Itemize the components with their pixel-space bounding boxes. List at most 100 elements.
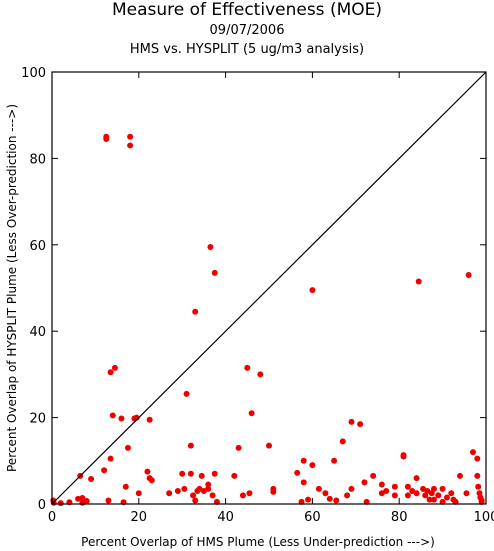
data-point — [213, 498, 220, 505]
data-point — [248, 410, 255, 417]
data-point — [148, 477, 155, 484]
data-point — [322, 490, 329, 497]
data-point — [192, 308, 199, 315]
x-tick-label: 100 — [474, 510, 494, 525]
data-point — [475, 483, 482, 490]
data-point — [79, 494, 86, 501]
x-tick-label: 80 — [391, 510, 408, 525]
data-point — [101, 467, 108, 474]
data-point — [205, 485, 212, 492]
data-point — [209, 492, 216, 499]
data-point — [361, 479, 368, 486]
data-point — [348, 418, 355, 425]
y-tick-label: 100 — [21, 66, 46, 81]
data-point — [305, 496, 312, 503]
data-point — [109, 412, 116, 419]
data-point — [257, 371, 264, 378]
plot-frame — [51, 71, 487, 505]
data-point — [205, 481, 212, 488]
data-point — [166, 490, 173, 497]
x-tick-label: 40 — [217, 510, 234, 525]
data-point — [469, 449, 476, 456]
data-point — [183, 390, 190, 397]
y-tick-label: 20 — [29, 412, 46, 427]
data-point — [404, 483, 411, 490]
data-point — [266, 442, 272, 449]
data-point — [448, 490, 455, 497]
data-point — [463, 490, 470, 497]
data-point — [339, 438, 346, 445]
data-point — [415, 278, 422, 285]
data-point — [309, 287, 316, 294]
data-point — [300, 479, 307, 486]
diagonal-line — [51, 71, 487, 505]
x-tick-label: 0 — [48, 510, 56, 525]
data-point — [443, 494, 450, 501]
data-point — [83, 497, 90, 504]
y-tick-label: 40 — [29, 325, 46, 340]
data-point — [57, 500, 64, 507]
data-point — [181, 485, 188, 492]
data-point — [187, 442, 194, 449]
tick-layer: 0 20 40 60 80 100 0 20 40 60 80 100 — [21, 66, 494, 525]
data-point — [135, 490, 142, 497]
data-point — [439, 485, 446, 492]
chart-subtitle: HMS vs. HYSPLIT (5 ug/m3 analysis) — [129, 42, 365, 57]
data-point — [192, 497, 199, 504]
data-point — [413, 490, 420, 497]
chart-title: Measure of Effectiveness (MOE) — [111, 0, 383, 20]
data-point — [478, 497, 485, 504]
data-point — [190, 492, 197, 499]
data-point — [363, 498, 370, 505]
data-point — [127, 142, 134, 149]
data-point — [179, 470, 186, 477]
data-point — [211, 269, 218, 276]
y-tick-label: 80 — [29, 152, 46, 167]
data-point — [370, 472, 377, 479]
data-point — [187, 470, 194, 477]
data-point — [146, 416, 153, 423]
data-point — [246, 490, 253, 497]
data-point — [391, 483, 398, 490]
data-point — [344, 492, 351, 499]
y-tick-label: 60 — [29, 239, 46, 254]
data-point — [118, 415, 125, 422]
data-point — [235, 444, 242, 451]
data-point — [244, 364, 251, 371]
data-point — [333, 497, 340, 504]
data-point — [294, 469, 301, 476]
data-point — [231, 472, 238, 479]
data-point — [400, 452, 407, 459]
data-point — [474, 472, 481, 479]
data-point — [127, 133, 134, 140]
data-point — [383, 488, 390, 495]
data-point — [413, 475, 420, 482]
marks-layer — [50, 133, 485, 507]
data-point — [404, 492, 411, 499]
data-point — [309, 462, 316, 469]
x-axis-label: Percent Overlap of HMS Plume (Less Under… — [81, 535, 435, 549]
data-point — [465, 272, 472, 279]
plot-border — [51, 71, 487, 505]
data-point — [88, 475, 95, 482]
data-point — [430, 496, 437, 503]
data-point — [111, 364, 118, 371]
y-tick-label: 0 — [38, 498, 46, 513]
data-point — [326, 495, 333, 502]
data-point — [207, 243, 214, 250]
data-point — [348, 485, 355, 492]
data-point — [435, 492, 442, 499]
data-point — [239, 492, 246, 499]
data-point — [105, 497, 112, 504]
data-point — [103, 133, 110, 140]
data-point — [452, 498, 459, 505]
data-point — [331, 457, 338, 464]
data-point — [298, 498, 305, 505]
data-point — [174, 488, 181, 495]
chart-date: 09/07/2006 — [209, 23, 285, 38]
data-point — [315, 485, 322, 492]
data-point — [426, 496, 433, 503]
data-point — [439, 498, 446, 505]
data-point — [144, 468, 151, 475]
data-point — [378, 481, 385, 488]
